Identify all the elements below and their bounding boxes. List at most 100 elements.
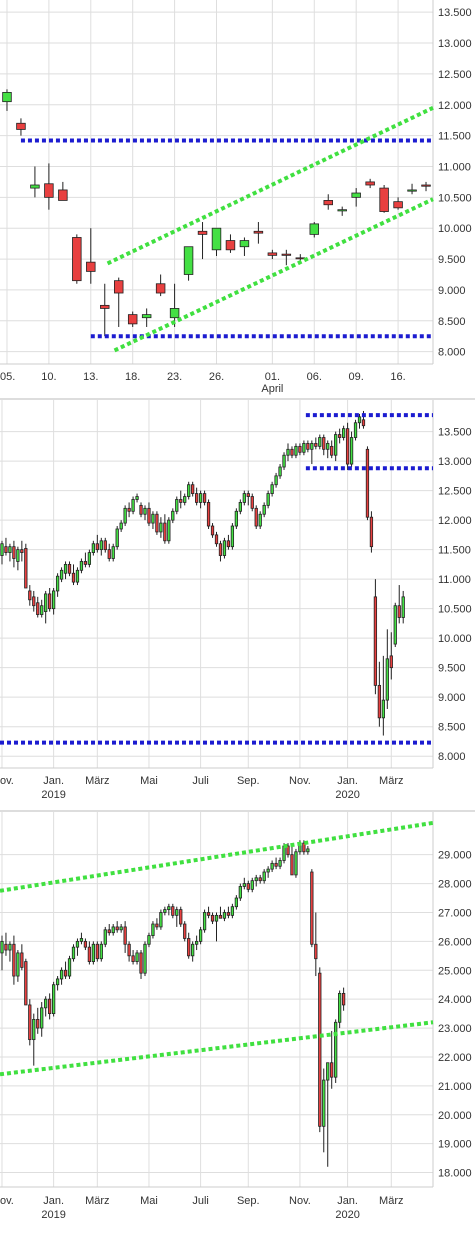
candle [32,1013,36,1066]
y-tick-label: 8.000 [438,751,466,763]
candle [242,877,246,890]
y-tick-label: 10.500 [438,192,472,204]
y-tick-label: 8.500 [438,722,466,734]
candle [234,895,238,910]
candle [266,490,270,509]
candle [306,440,310,453]
y-tick-label: 12.000 [438,515,472,527]
candle [202,490,207,506]
candle-body [48,593,52,610]
candle-body [318,972,322,1127]
candle [290,846,294,876]
candle [58,181,68,201]
candle-body [127,507,131,512]
candle [36,596,40,618]
candle [83,938,88,951]
candle [250,877,254,893]
candle [183,246,194,281]
candle-body [210,914,215,922]
x-year-label: 2020 [335,789,359,801]
candle-body [361,419,366,427]
candle [51,981,56,1017]
y-tick-label: 28.000 [438,879,472,891]
candle-body [2,92,12,103]
candle-body [253,230,264,234]
candle [246,880,250,893]
candle-body [16,122,26,130]
candle [155,918,159,930]
candle-body [281,253,292,256]
y-tick-label: 10.500 [438,604,472,616]
candle [381,655,385,736]
candle-body [341,992,346,1006]
candle [385,629,389,709]
y-tick-label: 20.000 [438,1110,472,1122]
candle [290,446,294,459]
candle [36,1007,40,1034]
candle [330,1030,334,1089]
candle-body [330,445,334,456]
candle [179,490,183,509]
candle [254,874,258,887]
candle [44,590,48,624]
candle [274,857,278,870]
candle-body [282,454,286,468]
daily-candlestick-chart: 13.500 13.000 12.500 12.000 11.500 11.000 10.5… [0,0,475,398]
candle-body [67,958,72,977]
candle-body [183,923,187,939]
candle [250,493,254,512]
candle-body [87,552,92,565]
candle-body [295,257,306,260]
y-tick-label: 21.000 [438,1081,472,1093]
candle-body [139,504,143,515]
candle [72,234,82,284]
candle [75,938,80,956]
candle-body [258,513,262,527]
candle-body [242,493,246,503]
candle-body [242,883,246,887]
y-tick-label: 11.500 [438,131,471,143]
candle [113,277,124,327]
candle [254,505,258,529]
candle-body [345,428,350,465]
candle [302,440,306,456]
channel-lower-line [0,1020,434,1077]
candle-body [16,549,20,562]
candle [294,848,298,878]
candle [24,958,28,1006]
candle [349,431,354,468]
candle [28,585,32,606]
candle [389,632,393,680]
candle-body [24,961,28,1006]
candle-body [159,912,163,928]
candle-body [147,507,151,524]
candle [159,909,163,930]
candle [318,967,322,1133]
y-tick-label: 25.000 [438,965,472,977]
candle [67,561,72,577]
x-tick-label: Juli [192,775,209,787]
candle-body [274,475,278,486]
candle [75,567,80,586]
candle-body [155,513,159,533]
candle-body [135,952,139,962]
candle [183,493,187,506]
candle [222,537,227,559]
candle [230,903,235,919]
candle [326,1062,330,1167]
candle [353,419,358,441]
candle-body [107,929,111,934]
candle [167,517,171,544]
candle [167,903,171,916]
candle-body [143,507,147,515]
candle [111,543,115,562]
candle-body [163,522,167,542]
candle-body [12,546,16,559]
candle [345,422,350,470]
candle [44,163,54,210]
candle-body [323,200,333,206]
candle-body [278,860,282,867]
candle [32,590,36,612]
candle [91,941,95,965]
candle-body [36,602,40,615]
